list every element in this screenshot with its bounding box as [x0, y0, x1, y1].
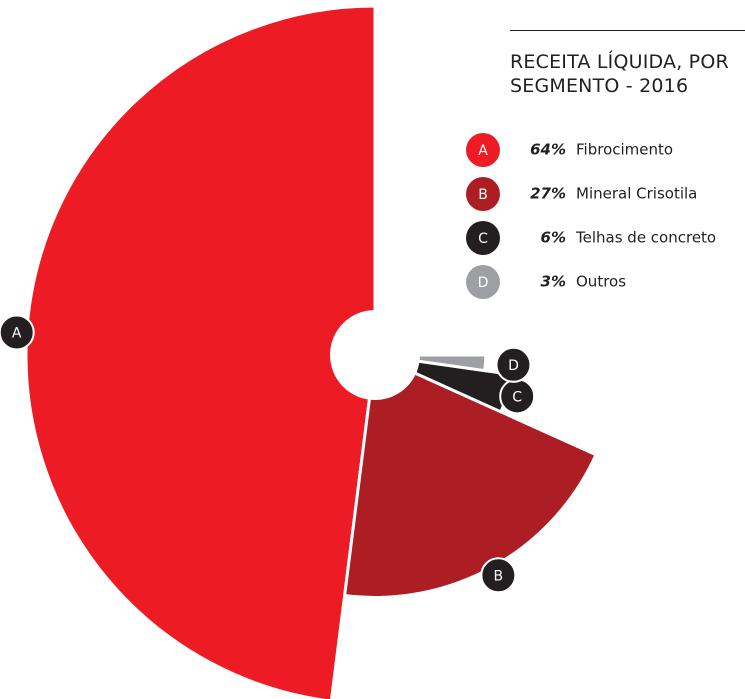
- legend-label: Mineral Crisotila: [576, 185, 697, 203]
- slice-badge-label: B: [494, 568, 504, 584]
- slice-badge: [480, 557, 517, 594]
- legend-badge: [466, 265, 500, 299]
- legend-badge-label: A: [478, 143, 488, 159]
- slice-badge: [0, 314, 35, 351]
- legend-value: 3%: [541, 273, 566, 291]
- slice-badge-label: A: [12, 325, 22, 341]
- legend-value: 6%: [541, 229, 566, 247]
- slice-badge-label: C: [512, 389, 522, 405]
- slice-badge: [495, 346, 532, 383]
- legend-badge: [466, 177, 500, 211]
- legend-label: Telhas de concreto: [575, 229, 716, 247]
- chart-title: RECEITA LÍQUIDA, POR SEGMENTO - 2016: [510, 51, 729, 97]
- legend-badge: [466, 133, 500, 167]
- legend-badge-label: B: [478, 187, 488, 203]
- center-hole: [330, 310, 420, 400]
- legend-badge: [466, 221, 500, 255]
- slice-badge-label: D: [508, 358, 519, 374]
- legend-label: Outros: [576, 273, 626, 291]
- legend-badge-label: C: [478, 231, 488, 247]
- legend-badge-label: D: [478, 275, 489, 291]
- title-rule: [510, 30, 745, 31]
- pie-slice: [24, 4, 377, 699]
- legend-value: 27%: [530, 185, 566, 203]
- legend-value: 64%: [530, 141, 566, 159]
- legend-label: Fibrocimento: [576, 141, 673, 159]
